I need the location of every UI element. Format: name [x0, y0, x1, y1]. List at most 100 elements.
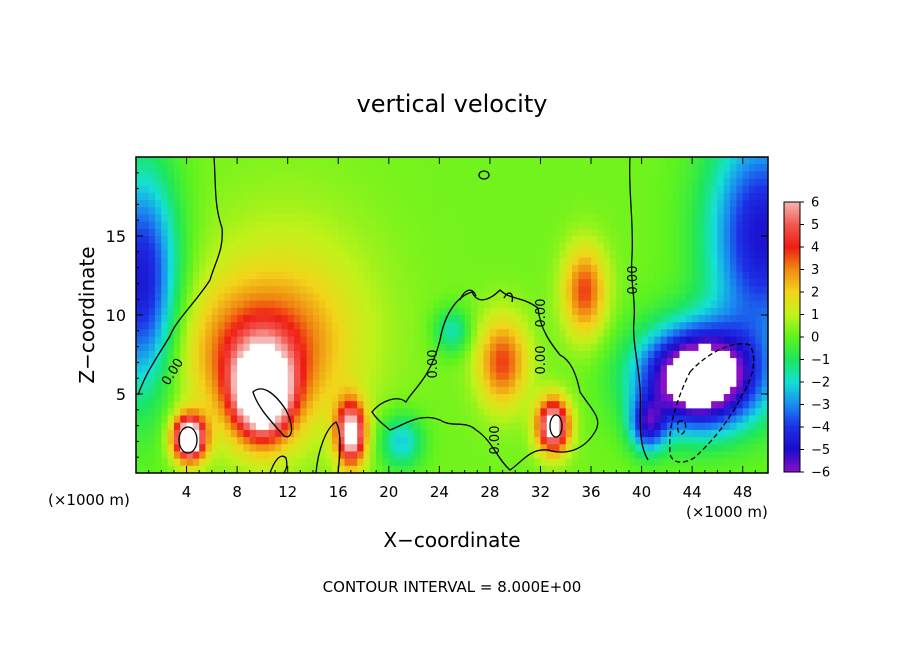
field-cell	[641, 257, 649, 266]
field-cell	[502, 178, 510, 187]
field-cell	[553, 157, 561, 165]
field-cell	[692, 171, 700, 180]
field-cell	[445, 372, 453, 381]
field-cell	[673, 322, 681, 330]
field-cell	[300, 408, 308, 417]
field-cell	[597, 322, 605, 330]
field-cell	[521, 264, 529, 273]
field-cell	[502, 415, 510, 424]
x-unit-left: (×1000 m)	[48, 491, 130, 509]
field-cell	[698, 415, 706, 424]
field-cell	[331, 415, 339, 424]
field-cell	[584, 379, 592, 388]
field-cell	[312, 171, 320, 180]
field-cell	[698, 465, 706, 473]
field-cell	[382, 214, 390, 223]
field-cell	[224, 329, 232, 338]
field-cell	[243, 200, 251, 208]
field-cell	[180, 408, 188, 417]
field-cell	[578, 322, 586, 330]
field-cell	[281, 228, 289, 237]
field-cell	[338, 207, 346, 216]
field-cell	[565, 336, 573, 345]
field-cell	[521, 401, 529, 409]
field-cell	[742, 293, 750, 302]
field-cell	[559, 221, 567, 230]
field-cell	[755, 228, 763, 237]
field-cell	[464, 329, 472, 338]
field-cell	[294, 329, 301, 338]
field-cell	[142, 171, 150, 180]
field-cell	[502, 200, 510, 208]
field-cell	[294, 228, 301, 237]
field-cell	[660, 465, 668, 473]
field-cell	[161, 214, 169, 223]
field-cell	[591, 307, 598, 316]
field-cell	[521, 200, 529, 208]
field-cell	[407, 451, 415, 460]
field-cell	[628, 386, 636, 395]
field-cell	[312, 437, 320, 445]
field-cell	[515, 343, 523, 352]
field-cell	[584, 257, 592, 266]
field-cell	[338, 372, 346, 381]
field-cell	[161, 200, 169, 208]
field-cell	[527, 394, 535, 402]
field-cell	[180, 465, 188, 473]
field-cell	[508, 429, 516, 438]
field-cell	[597, 429, 605, 438]
field-cell	[704, 185, 712, 194]
field-cell	[401, 336, 409, 345]
field-cell	[527, 451, 535, 460]
field-cell	[730, 365, 737, 374]
field-cell	[603, 358, 611, 366]
field-cell	[173, 300, 181, 309]
field-cell	[306, 422, 314, 431]
field-cell	[553, 365, 561, 374]
field-cell	[521, 157, 529, 165]
field-cell	[534, 178, 542, 187]
field-cell	[388, 228, 396, 237]
field-cell	[749, 358, 756, 366]
field-cell	[749, 451, 756, 460]
field-cell	[483, 192, 491, 201]
field-cell	[591, 458, 598, 467]
field-cell	[300, 451, 308, 460]
field-cell	[268, 286, 276, 295]
field-cell	[306, 236, 314, 244]
field-cell	[698, 236, 706, 244]
field-cell	[711, 271, 719, 280]
field-cell	[319, 307, 327, 316]
field-cell	[369, 437, 377, 445]
field-cell	[136, 307, 143, 316]
field-cell	[730, 257, 737, 266]
field-cell	[597, 257, 605, 266]
field-cell	[584, 293, 592, 302]
field-cell	[534, 465, 542, 473]
field-cell	[350, 271, 358, 280]
field-cell	[761, 264, 768, 273]
field-cell	[717, 185, 725, 194]
field-cell	[376, 279, 384, 287]
field-cell	[654, 264, 662, 273]
field-cell	[546, 207, 554, 216]
field-cell	[534, 307, 542, 316]
field-cell	[660, 322, 668, 330]
field-cell	[622, 422, 630, 431]
field-cell	[603, 465, 611, 473]
field-cell	[382, 465, 390, 473]
field-cell	[218, 307, 226, 316]
field-cell	[180, 221, 188, 230]
field-cell	[382, 236, 390, 244]
field-cell	[312, 271, 320, 280]
field-cell	[698, 386, 706, 395]
field-cell	[647, 243, 655, 251]
field-cell	[723, 178, 731, 187]
field-cell	[628, 451, 636, 460]
field-cell	[350, 386, 358, 395]
field-cell	[136, 207, 143, 216]
field-cell	[262, 458, 270, 467]
field-cell	[591, 437, 598, 445]
field-cell	[249, 350, 257, 359]
